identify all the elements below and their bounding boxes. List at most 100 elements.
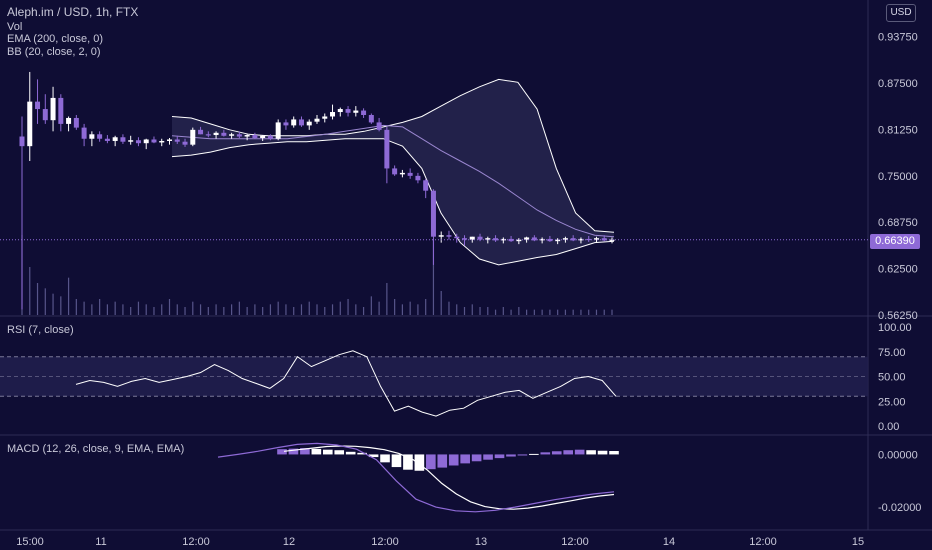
candle-body (384, 129, 390, 169)
time-tick-label: 12:00 (371, 536, 399, 548)
candle-body (539, 238, 545, 241)
candle-body (609, 239, 615, 241)
macd-histogram-bar (368, 454, 379, 458)
candle-body (267, 135, 273, 139)
macd-histogram-bar (277, 449, 287, 455)
bb-upper-line (171, 78, 615, 233)
candle-body (524, 237, 530, 240)
macd-tick-label: 0.00000 (878, 449, 918, 461)
candle-body (42, 109, 48, 121)
candle-body (190, 129, 196, 145)
candle-body (151, 139, 157, 143)
last-price-tag: 0.66390 (870, 234, 920, 249)
bb-basis-line (171, 124, 615, 238)
candle-body (19, 136, 25, 147)
macd-histogram-bar (437, 454, 448, 468)
ema-legend[interactable]: EMA (200, close, 0) (7, 33, 103, 45)
candle-body (314, 118, 320, 122)
candle-body (104, 138, 110, 141)
symbol-title[interactable]: Aleph.im / USD, 1h, FTX (7, 5, 139, 19)
candle-body (368, 114, 374, 123)
bb-legend[interactable]: BB (20, close, 2, 0) (7, 46, 101, 58)
candle-body (462, 238, 467, 240)
macd-histogram-bar (529, 453, 539, 455)
candle-body (128, 140, 134, 142)
candle-body (415, 175, 421, 181)
candle-body (531, 237, 537, 241)
price-tick-label: 0.56250 (878, 310, 918, 322)
price-tick-label: 0.87500 (878, 78, 918, 90)
macd-histogram-bar (357, 452, 367, 455)
candle-body (50, 97, 56, 121)
macd-tick-label: -0.02000 (878, 502, 921, 514)
candle-body (112, 137, 118, 141)
candle-body (516, 239, 522, 242)
macd-histogram-bar (586, 450, 596, 455)
macd-histogram-bar (494, 454, 505, 459)
candle-body (97, 134, 103, 139)
candle-body (275, 122, 281, 139)
candle-body (27, 101, 33, 147)
volume-legend[interactable]: Vol (7, 21, 23, 33)
candle-body (485, 238, 491, 240)
macd-signal-line (217, 442, 615, 513)
candle-body (353, 110, 359, 113)
rsi-tick-label: 100.00 (878, 322, 912, 334)
candle-body (81, 127, 87, 139)
rsi-line (75, 350, 617, 417)
candle-body (66, 117, 72, 124)
macd-histogram-bar (414, 454, 425, 471)
macd-histogram-bar (506, 454, 516, 457)
candle-body (73, 117, 79, 128)
macd-histogram-bar (574, 449, 585, 455)
candle-body (260, 135, 266, 138)
macd-histogram-bar (448, 454, 459, 466)
macd-histogram-bar (597, 450, 608, 455)
candle-body (578, 238, 584, 241)
rsi-tick-label: 50.00 (878, 372, 906, 384)
candle-body (159, 140, 165, 143)
macd-line (283, 445, 615, 510)
time-tick-label: 12:00 (561, 536, 589, 548)
candle-body (252, 135, 258, 138)
candle-body (601, 238, 607, 241)
macd-histogram-bar (391, 454, 402, 468)
candle-body (135, 140, 141, 144)
candle-body (244, 135, 250, 137)
candle-body (143, 139, 149, 144)
bb-fill (172, 79, 614, 265)
macd-histogram-bar (483, 454, 493, 460)
candle-body (35, 101, 41, 110)
macd-histogram-bar (551, 451, 562, 455)
macd-histogram-bar (311, 448, 322, 455)
macd-histogram-bar (460, 454, 470, 464)
currency-button[interactable]: USD (886, 4, 916, 22)
candle-body (89, 134, 95, 139)
candle-body (430, 190, 436, 237)
candle-body (58, 97, 64, 124)
candle-body (174, 139, 180, 142)
time-tick-label: 15:00 (16, 536, 44, 548)
candle-body (477, 236, 483, 240)
time-tick-label: 11 (95, 536, 106, 548)
candle-body (407, 172, 413, 176)
macd-histogram-bar (517, 454, 528, 456)
candle-body (221, 132, 227, 136)
macd-histogram-bar (300, 448, 310, 455)
candle-body (361, 110, 367, 115)
candle-body (438, 235, 444, 237)
price-tick-label: 0.75000 (878, 171, 918, 183)
price-tick-label: 0.81250 (878, 124, 918, 136)
price-tick-label: 0.93750 (878, 32, 918, 44)
bb-lower-line (171, 138, 615, 266)
candle-body (454, 236, 460, 239)
candle-body (392, 168, 398, 175)
macd-histogram-bar (403, 454, 413, 470)
candle-body (508, 238, 514, 242)
candle-body (229, 134, 235, 136)
rsi-legend[interactable]: RSI (7, close) (7, 324, 74, 336)
candle-body (446, 235, 452, 237)
macd-legend[interactable]: MACD (12, 26, close, 9, EMA, EMA) (7, 443, 185, 455)
macd-histogram-bar (334, 450, 345, 455)
